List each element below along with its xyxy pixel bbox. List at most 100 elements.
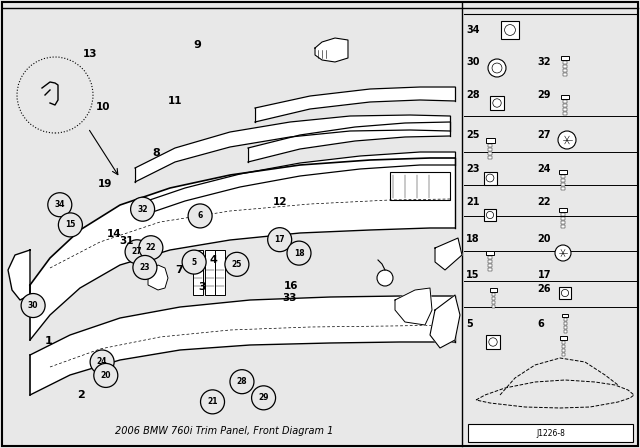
Bar [563,322,566,324]
Text: 21: 21 [207,397,218,406]
Text: 23: 23 [140,263,150,272]
Text: 33: 33 [282,293,297,303]
Text: 3: 3 [198,282,206,292]
Text: 5: 5 [191,258,196,267]
Text: 9: 9 [194,40,202,50]
Bar [563,108,567,111]
Text: 29: 29 [259,393,269,402]
Circle shape [561,289,568,297]
Text: 13: 13 [83,49,97,59]
Bar [561,95,569,99]
Bar [488,143,492,146]
Bar [561,56,569,60]
Bar [563,318,566,320]
Text: 27: 27 [538,130,551,140]
Bar [561,221,565,224]
Text: 31: 31 [119,236,134,246]
Bar [488,256,492,259]
Bar [490,288,497,292]
Bar [488,155,492,159]
Bar [561,349,564,352]
Circle shape [17,57,93,133]
Text: 12: 12 [273,198,287,207]
Bar [561,183,565,186]
Bar [501,21,519,39]
Text: 22: 22 [538,197,551,207]
Bar [492,297,495,300]
Bar [563,104,567,107]
Text: 14: 14 [107,229,122,239]
Bar [561,179,565,182]
Text: 7: 7 [175,265,183,275]
Bar [561,345,564,348]
Circle shape [493,99,501,107]
Bar [563,326,566,328]
Text: 34: 34 [466,25,479,34]
Polygon shape [248,122,450,162]
Bar [561,213,565,216]
Bar [563,65,567,68]
Text: 34: 34 [54,200,65,209]
Circle shape [225,252,249,276]
Circle shape [182,250,206,274]
Bar [488,268,492,271]
Bar [561,187,565,190]
Bar [563,100,567,103]
Circle shape [188,204,212,228]
Text: 15: 15 [65,220,76,229]
Polygon shape [30,158,455,340]
Text: 20: 20 [538,234,551,244]
Text: 11: 11 [168,96,182,106]
Bar [492,305,495,308]
Circle shape [489,338,497,346]
Bar [559,208,567,212]
Polygon shape [255,87,455,122]
Circle shape [555,245,571,261]
Circle shape [504,25,515,35]
Text: 24: 24 [538,164,551,173]
Circle shape [492,63,502,73]
Polygon shape [435,238,462,270]
Circle shape [133,255,157,280]
Bar [561,175,565,178]
Text: 10: 10 [96,102,111,112]
Circle shape [58,213,83,237]
Text: 18: 18 [294,249,304,258]
Text: 25: 25 [232,260,242,269]
Circle shape [48,193,72,217]
Bar [492,301,495,304]
Bar [486,335,500,349]
Polygon shape [8,250,30,300]
Text: 27: 27 [132,247,142,256]
Text: 1: 1 [44,336,52,346]
Circle shape [377,270,393,286]
Text: 28: 28 [237,377,247,386]
Text: 15: 15 [466,270,479,280]
Circle shape [558,131,576,149]
Text: 19: 19 [98,179,112,189]
Bar [562,314,568,316]
Bar [486,138,495,142]
Text: 30: 30 [466,57,479,67]
Bar [561,217,565,220]
Circle shape [131,197,155,221]
Text: 28: 28 [466,90,479,99]
Text: 6: 6 [198,211,203,220]
Text: 18: 18 [466,234,479,244]
Bar [563,112,567,115]
Text: 17: 17 [275,235,285,244]
Circle shape [486,174,494,182]
Text: 30: 30 [28,301,38,310]
Bar [490,96,504,110]
Text: 25: 25 [466,130,479,140]
Circle shape [90,350,114,374]
Text: 26: 26 [538,284,551,294]
Bar [488,147,492,151]
Text: 21: 21 [466,197,479,207]
Bar [205,250,215,295]
Bar [483,172,497,185]
Text: 8: 8 [152,148,160,158]
Text: J1226-8: J1226-8 [536,428,565,438]
Bar [563,329,566,332]
Circle shape [252,386,276,410]
